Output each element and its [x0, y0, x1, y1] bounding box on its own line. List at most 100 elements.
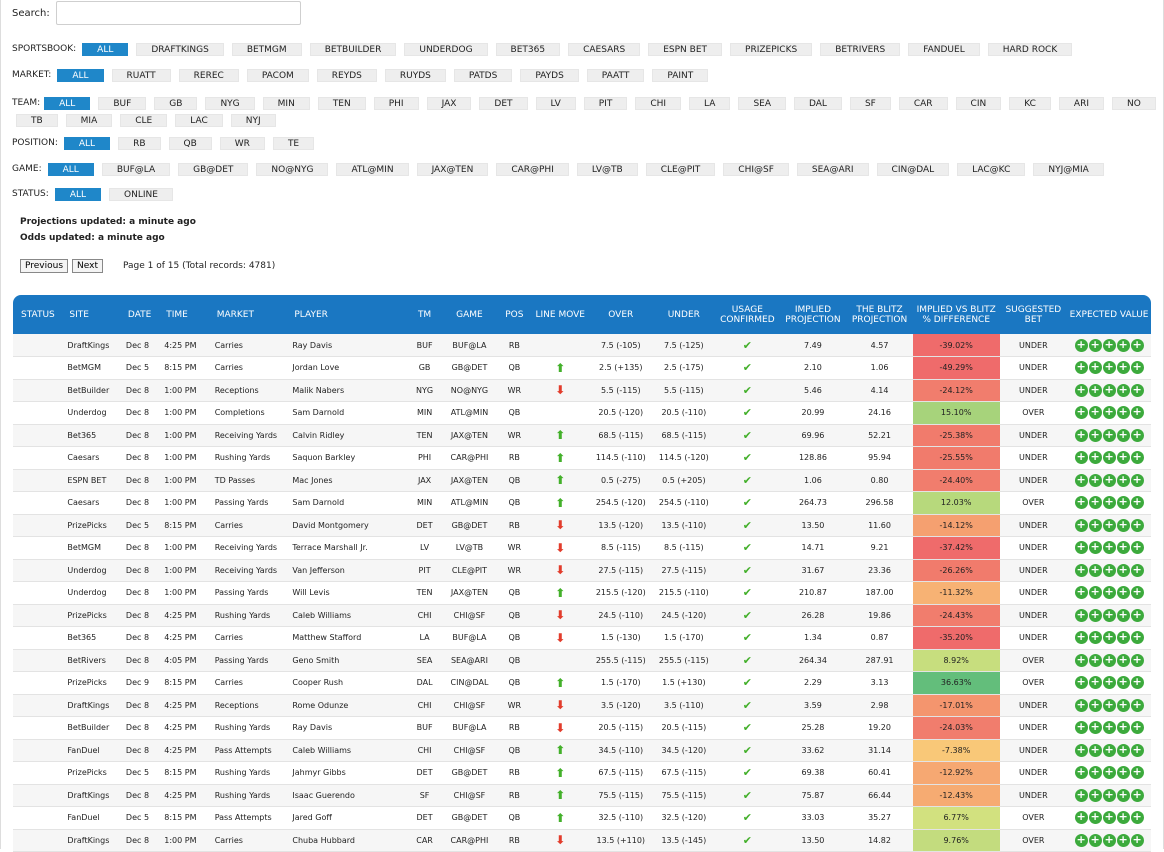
game-chip-nyj-mia[interactable]: NYJ@MIA [1033, 163, 1103, 176]
game-chip-car-phi[interactable]: CAR@PHI [496, 163, 569, 176]
sportsbook-chip-fanduel[interactable]: FANDUEL [908, 43, 979, 56]
team-chip-lac[interactable]: LAC [175, 114, 223, 127]
position-chip-rb[interactable]: RB [118, 137, 160, 150]
team-chip-ten[interactable]: TEN [318, 97, 366, 110]
team-chip-sf[interactable]: SF [850, 97, 891, 110]
status-chip-all[interactable]: ALL [55, 188, 101, 201]
col-header-under[interactable]: UNDER [653, 295, 716, 334]
col-header-usage-confirmed[interactable]: USAGE CONFIRMED [715, 295, 780, 334]
col-header-over[interactable]: OVER [589, 295, 653, 334]
team-chip-cle[interactable]: CLE [120, 114, 167, 127]
market-chip-ruyds[interactable]: RUYDS [385, 69, 446, 82]
col-header-market[interactable]: MARKET [209, 295, 287, 334]
col-header-date[interactable]: DATE [120, 295, 158, 334]
market-chip-reyds[interactable]: REYDS [317, 69, 377, 82]
col-header-suggested-bet[interactable]: SUGGESTED BET [1000, 295, 1068, 334]
team-chip-pit[interactable]: PIT [584, 97, 628, 110]
team-chip-lv[interactable]: LV [536, 97, 576, 110]
market-chip-payds[interactable]: PAYDS [520, 69, 578, 82]
team-chip-nyg[interactable]: NYG [205, 97, 254, 110]
team-chip-det[interactable]: DET [479, 97, 527, 110]
sportsbook-chip-espn-bet[interactable]: ESPN BET [648, 43, 722, 56]
game-chip-cle-pit[interactable]: CLE@PIT [646, 163, 716, 176]
team-chip-nyj[interactable]: NYJ [231, 114, 276, 127]
team-chip-no[interactable]: NO [1112, 97, 1156, 110]
market-chip-rerec[interactable]: REREC [179, 69, 239, 82]
sportsbook-chip-all[interactable]: ALL [82, 43, 128, 56]
game-chip-lac-kc[interactable]: LAC@KC [957, 163, 1025, 176]
market-chip-pacom[interactable]: PACOM [247, 69, 309, 82]
sportsbook-chip-prizepicks[interactable]: PRIZEPICKS [730, 43, 812, 56]
market-chip-all[interactable]: ALL [57, 69, 103, 82]
sportsbook-chip-draftkings[interactable]: DRAFTKINGS [136, 43, 223, 56]
col-header-site[interactable]: SITE [61, 295, 120, 334]
team-chip-all[interactable]: ALL [44, 97, 90, 110]
game-chip-buf-la[interactable]: BUF@LA [102, 163, 170, 176]
game-chip-jax-ten[interactable]: JAX@TEN [417, 163, 489, 176]
col-header-line-move[interactable]: LINE MOVE [532, 295, 590, 334]
col-header-player[interactable]: PLAYER [286, 295, 407, 334]
game-chip-cin-dal[interactable]: CIN@DAL [877, 163, 950, 176]
position-chip-wr[interactable]: WR [220, 137, 265, 150]
sportsbook-chip-hard-rock[interactable]: HARD ROCK [988, 43, 1073, 56]
next-button[interactable]: Next [72, 259, 103, 273]
team-chip-ari[interactable]: ARI [1059, 97, 1104, 110]
team-chip-chi[interactable]: CHI [635, 97, 681, 110]
team-chip-jax[interactable]: JAX [427, 97, 472, 110]
position-chip-all[interactable]: ALL [64, 137, 110, 150]
game-chip-gb-det[interactable]: GB@DET [178, 163, 248, 176]
position-chip-qb[interactable]: QB [169, 137, 212, 150]
game-chip-sea-ari[interactable]: SEA@ARI [797, 163, 869, 176]
team-chip-phi[interactable]: PHI [374, 97, 419, 110]
sportsbook-chip-caesars[interactable]: CAESARS [568, 43, 640, 56]
position-chip-te[interactable]: TE [273, 137, 314, 150]
sportsbook-chip-betmgm[interactable]: BETMGM [232, 43, 302, 56]
team-chip-tb[interactable]: TB [16, 114, 58, 127]
team-chip-mia[interactable]: MIA [66, 114, 113, 127]
sportsbook-chip-betbuilder[interactable]: BETBUILDER [310, 43, 397, 56]
game-chip-atl-min[interactable]: ATL@MIN [336, 163, 408, 176]
team-chip-kc[interactable]: KC [1009, 97, 1051, 110]
previous-button[interactable]: Previous [20, 259, 68, 273]
sportsbook-chip-underdog[interactable]: UNDERDOG [404, 43, 487, 56]
col-header-implied-vs-blitz-difference[interactable]: IMPLIED VS BLITZ % DIFFERENCE [913, 295, 1000, 334]
sportsbook-chip-bet365[interactable]: BET365 [496, 43, 561, 56]
col-header-expected-value[interactable]: EXPECTED VALUE [1067, 295, 1151, 334]
col-header-pos[interactable]: POS [497, 295, 531, 334]
market-chip-paatt[interactable]: PAATT [587, 69, 645, 82]
team-chip-la[interactable]: LA [689, 97, 730, 110]
status-chip-online[interactable]: ONLINE [109, 188, 173, 201]
team-chip-sea[interactable]: SEA [738, 97, 786, 110]
team-chip-dal[interactable]: DAL [794, 97, 842, 110]
game-chip-no-nyg[interactable]: NO@NYG [256, 163, 328, 176]
team-chip-cin[interactable]: CIN [956, 97, 1002, 110]
market-chip-ruatt[interactable]: RUATT [112, 69, 171, 82]
col-header-the-blitz-projection[interactable]: THE BLITZ PROJECTION [846, 295, 913, 334]
game-chip-chi-sf[interactable]: CHI@SF [723, 163, 789, 176]
col-header-game[interactable]: GAME [442, 295, 497, 334]
game-chip-lv-tb[interactable]: LV@TB [577, 163, 638, 176]
search-input[interactable] [56, 1, 301, 25]
col-header-tm[interactable]: TM [407, 295, 441, 334]
col-header-status[interactable]: STATUS [13, 295, 61, 334]
team-chip-min[interactable]: MIN [263, 97, 310, 110]
